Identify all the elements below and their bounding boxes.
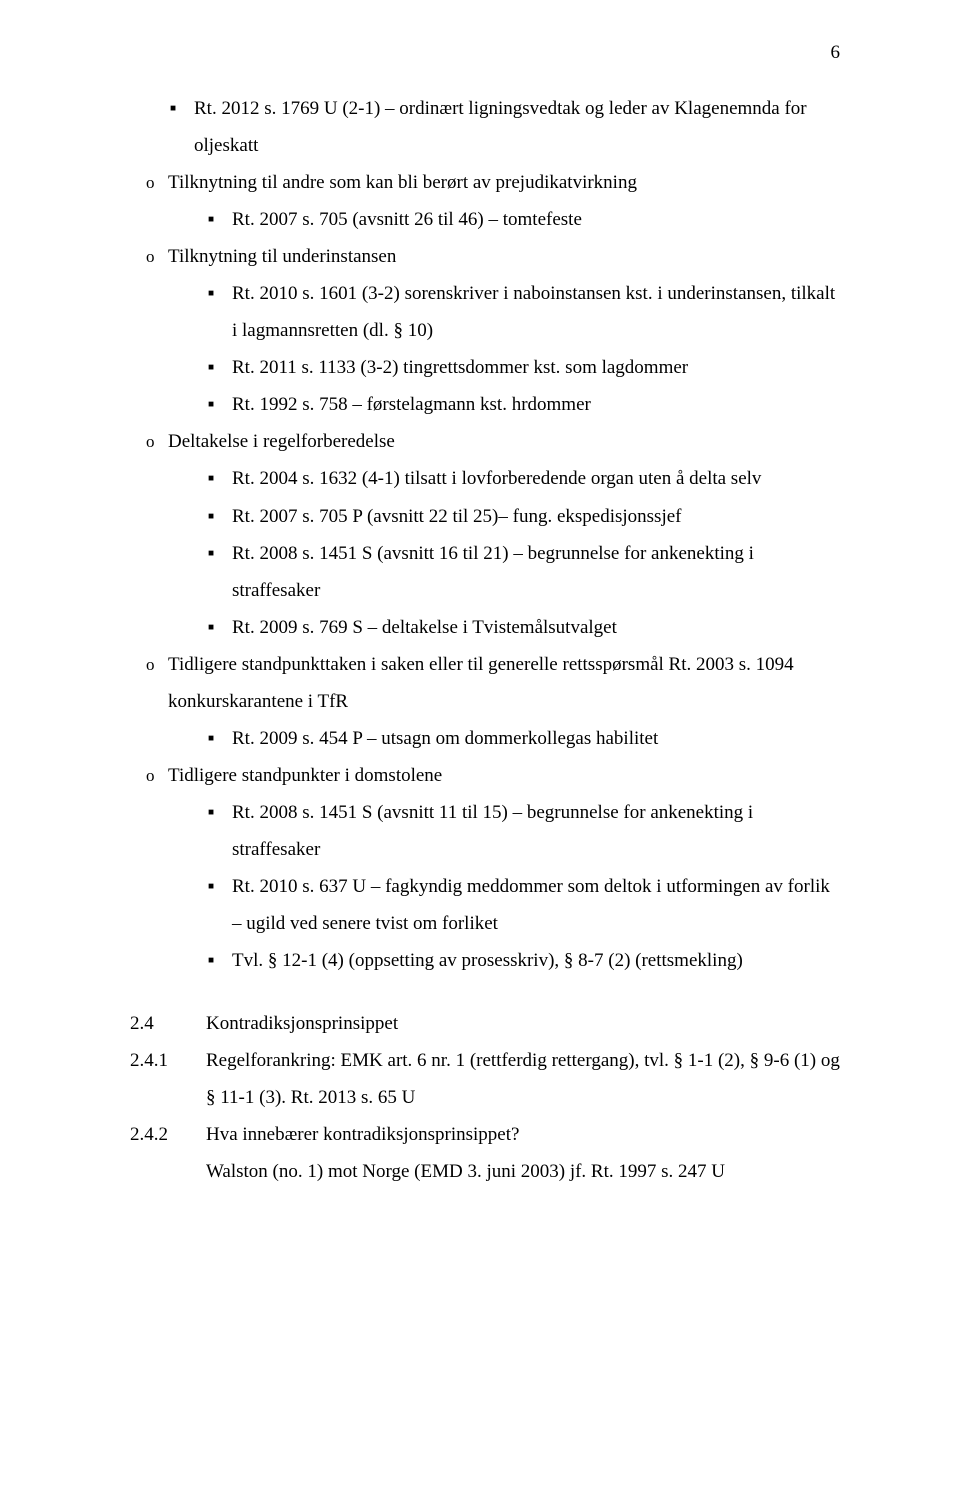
document-page: 6 Rt. 2012 s. 1769 U (2-1) – ordinært li… [0,0,960,1493]
section-number: 2.4 [130,1005,182,1042]
list-item: Tidligere standpunkter i domstolene [130,757,840,794]
list-item: Rt. 2007 s. 705 (avsnitt 26 til 46) – to… [130,201,840,238]
list-item: Tvl. § 12-1 (4) (oppsetting av prosesskr… [130,942,840,979]
page-content: Rt. 2012 s. 1769 U (2-1) – ordinært lign… [130,90,840,1190]
section-line: Walston (no. 1) mot Norge (EMD 3. juni 2… [206,1153,840,1190]
list-item: Rt. 1992 s. 758 – førstelagmann kst. hrd… [130,386,840,423]
list-item: Rt. 2009 s. 769 S – deltakelse i Tvistem… [130,609,840,646]
list-item: Rt. 2010 s. 1601 (3-2) sorenskriver i na… [130,275,840,349]
numbered-list: 2.4 Kontradiksjonsprinsippet 2.4.1 Regel… [130,1005,840,1190]
section-line: Hva innebærer kontradiksjonsprinsippet? [206,1116,840,1153]
list-item: Rt. 2004 s. 1632 (4-1) tilsatt i lovforb… [130,460,840,497]
numbered-row: 2.4.1 Regelforankring: EMK art. 6 nr. 1 … [130,1042,840,1116]
list-item: Tilknytning til underinstansen [130,238,840,275]
section-text: Kontradiksjonsprinsippet [206,1005,840,1042]
section-text: Hva innebærer kontradiksjonsprinsippet? … [206,1116,840,1190]
list-item: Deltakelse i regelforberedelse [130,423,840,460]
section-text: Regelforankring: EMK art. 6 nr. 1 (rettf… [206,1042,840,1116]
list-item: Rt. 2007 s. 705 P (avsnitt 22 til 25)– f… [130,498,840,535]
outline-list: Rt. 2012 s. 1769 U (2-1) – ordinært lign… [130,90,840,979]
list-item: Rt. 2009 s. 454 P – utsagn om dommerkoll… [130,720,840,757]
list-item: Tidligere standpunkttaken i saken eller … [130,646,840,720]
numbered-row: 2.4 Kontradiksjonsprinsippet [130,1005,840,1042]
numbered-row: 2.4.2 Hva innebærer kontradiksjonsprinsi… [130,1116,840,1190]
section-number: 2.4.1 [130,1042,182,1116]
list-item: Rt. 2011 s. 1133 (3-2) tingrettsdommer k… [130,349,840,386]
list-item: Rt. 2010 s. 637 U – fagkyndig meddommer … [130,868,840,942]
section-number: 2.4.2 [130,1116,182,1190]
list-item: Rt. 2012 s. 1769 U (2-1) – ordinært lign… [130,90,840,164]
page-number: 6 [831,42,841,64]
list-item: Tilknytning til andre som kan bli berørt… [130,164,840,201]
list-item: Rt. 2008 s. 1451 S (avsnitt 16 til 21) –… [130,535,840,609]
list-item: Rt. 2008 s. 1451 S (avsnitt 11 til 15) –… [130,794,840,868]
